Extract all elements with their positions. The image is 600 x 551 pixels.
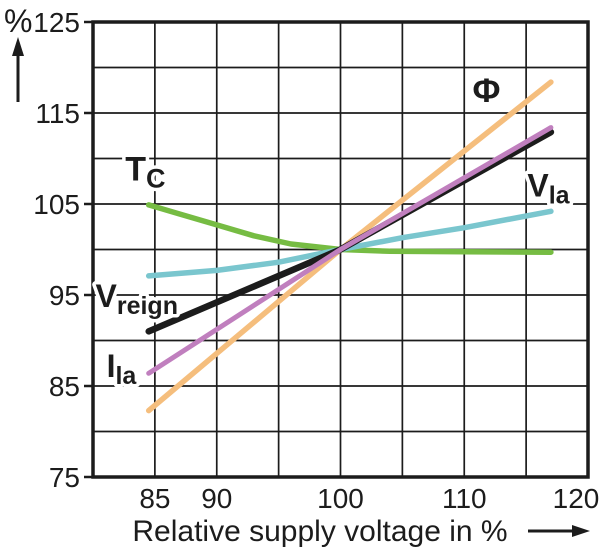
x-axis-title: Relative supply voltage in % (132, 515, 507, 548)
y-tick-label: 105 (33, 189, 80, 220)
series-label-Vreign: Vreign (96, 278, 178, 320)
x-axis-arrow-icon (528, 525, 590, 537)
tick-label-layer: 125 115 105 95 85 75 85 90 100 110 120 (33, 7, 599, 514)
series-line-Tc (145, 202, 554, 255)
y-axis-arrow-icon (12, 37, 24, 102)
series-label-Phi: Φ (473, 72, 501, 110)
y-tick-label: 95 (49, 280, 80, 311)
x-tick-label: 120 (553, 483, 600, 514)
y-axis-unit-label: % (4, 3, 32, 39)
y-tick-label: 85 (49, 371, 80, 402)
y-tick-label: 75 (49, 462, 80, 493)
x-tick-label: 100 (317, 483, 364, 514)
series-label-layer: TC Vla Φ Vreign Ila (92, 69, 574, 394)
series-label-Vla: Vla (527, 168, 570, 210)
y-tick-label: 115 (35, 98, 80, 129)
series-label-Ila: Ila (107, 348, 138, 390)
x-tick-label: 110 (442, 483, 487, 514)
y-tick-label: 125 (33, 7, 80, 38)
x-tick-label: 90 (201, 483, 232, 514)
plot-border (91, 20, 590, 479)
x-tick-label: 85 (139, 483, 170, 514)
series-layer (145, 79, 555, 414)
series-line-Ila (146, 125, 554, 376)
series-label-Tc: TC (125, 150, 165, 193)
